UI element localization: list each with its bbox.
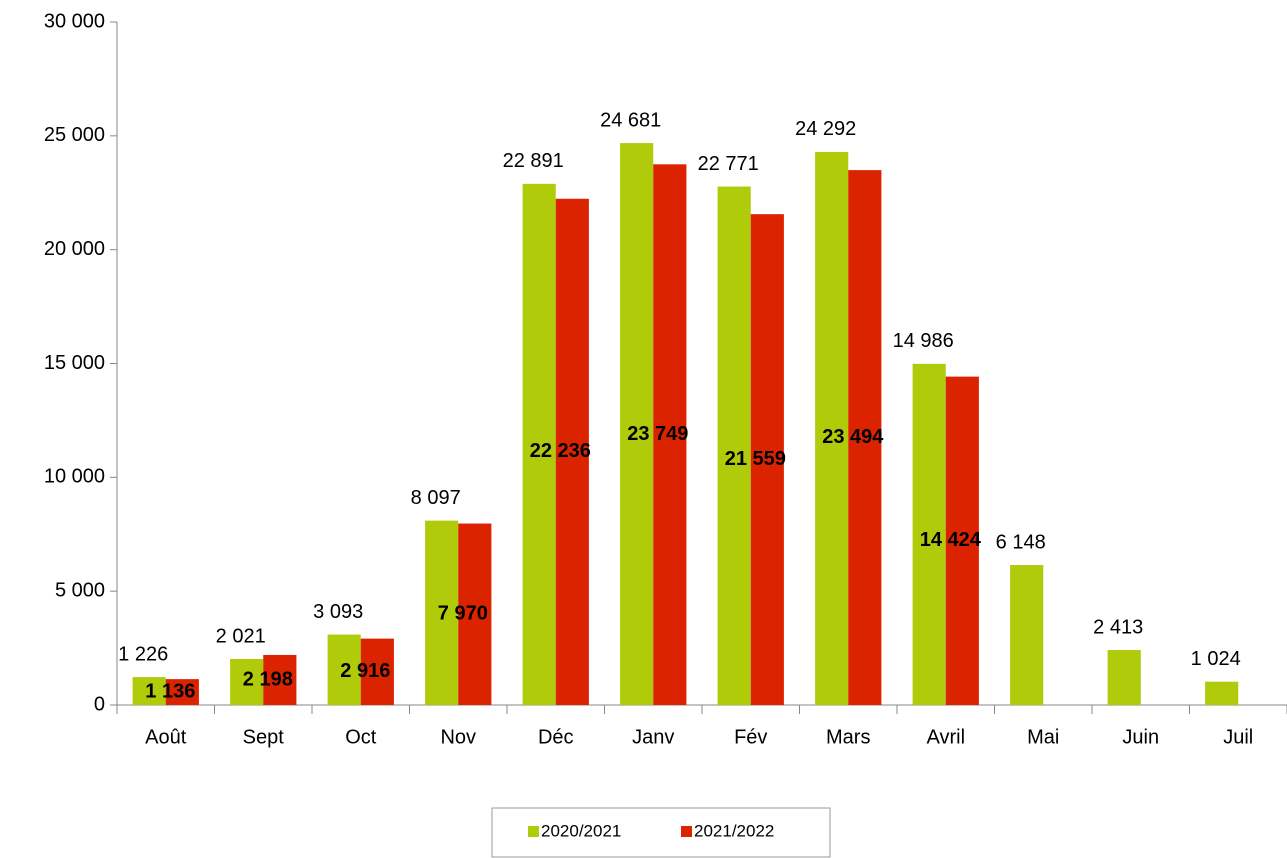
bar bbox=[848, 170, 882, 705]
x-tick-label: Nov bbox=[440, 726, 476, 748]
x-tick-label: Déc bbox=[538, 726, 574, 748]
y-tick-label: 25 000 bbox=[44, 124, 105, 146]
bar bbox=[1010, 565, 1044, 705]
value-label: 23 494 bbox=[822, 426, 884, 448]
value-label: 14 986 bbox=[893, 330, 954, 352]
y-tick-label: 20 000 bbox=[44, 238, 105, 260]
legend-box bbox=[491, 807, 831, 858]
bar bbox=[912, 363, 946, 705]
x-tick-label: Mai bbox=[1027, 726, 1059, 748]
legend-swatch bbox=[528, 826, 539, 837]
bar bbox=[815, 151, 849, 705]
x-tick-label: Janv bbox=[632, 726, 674, 748]
x-tick-label: Sept bbox=[243, 726, 285, 748]
value-label: 22 771 bbox=[698, 153, 759, 175]
value-label: 3 093 bbox=[313, 601, 363, 623]
bar bbox=[945, 376, 979, 705]
bar bbox=[620, 143, 654, 706]
bar bbox=[653, 164, 687, 705]
bar bbox=[522, 183, 556, 705]
y-tick-label: 5 000 bbox=[55, 579, 105, 601]
x-tick-label: Mars bbox=[826, 726, 870, 748]
value-label: 24 681 bbox=[600, 109, 661, 131]
y-tick-label: 15 000 bbox=[44, 352, 105, 374]
x-tick-label: Avril bbox=[926, 726, 965, 748]
bar bbox=[263, 654, 297, 705]
bar bbox=[360, 638, 394, 705]
x-tick-label: Fév bbox=[734, 726, 767, 748]
y-tick-label: 0 bbox=[94, 693, 105, 715]
x-tick-label: Oct bbox=[345, 726, 377, 748]
bar bbox=[230, 658, 264, 705]
value-label: 7 970 bbox=[438, 603, 488, 625]
value-label: 2 021 bbox=[216, 625, 266, 647]
value-label: 8 097 bbox=[411, 487, 461, 509]
value-label: 14 424 bbox=[920, 529, 982, 551]
value-label: 22 236 bbox=[530, 440, 591, 462]
value-label: 2 413 bbox=[1093, 616, 1143, 638]
value-label: 1 136 bbox=[145, 680, 195, 702]
y-tick-label: 10 000 bbox=[44, 466, 105, 488]
x-tick-label: Juin bbox=[1122, 726, 1159, 748]
legend-label: 2020/2021 bbox=[541, 821, 621, 840]
value-label: 21 559 bbox=[725, 448, 786, 470]
value-label: 1 226 bbox=[118, 643, 168, 665]
bar bbox=[458, 523, 492, 705]
bar bbox=[750, 214, 784, 705]
bar bbox=[425, 520, 459, 705]
legend-swatch bbox=[681, 826, 692, 837]
bar bbox=[165, 679, 199, 705]
bar bbox=[132, 677, 166, 705]
value-label: 2 198 bbox=[243, 668, 293, 690]
bar bbox=[327, 634, 361, 705]
bar bbox=[1107, 650, 1141, 705]
bar bbox=[1205, 681, 1239, 705]
bar bbox=[717, 186, 751, 706]
x-tick-label: Juil bbox=[1223, 726, 1253, 748]
value-label: 23 749 bbox=[627, 423, 688, 445]
y-tick-label: 30 000 bbox=[44, 10, 105, 32]
value-label: 24 292 bbox=[795, 118, 856, 140]
value-label: 22 891 bbox=[503, 150, 564, 172]
x-tick-label: Août bbox=[145, 726, 187, 748]
value-label: 6 148 bbox=[996, 531, 1046, 553]
value-label: 1 024 bbox=[1191, 648, 1241, 670]
value-label: 2 916 bbox=[340, 660, 390, 682]
legend-label: 2021/2022 bbox=[694, 821, 774, 840]
bar bbox=[555, 198, 589, 705]
